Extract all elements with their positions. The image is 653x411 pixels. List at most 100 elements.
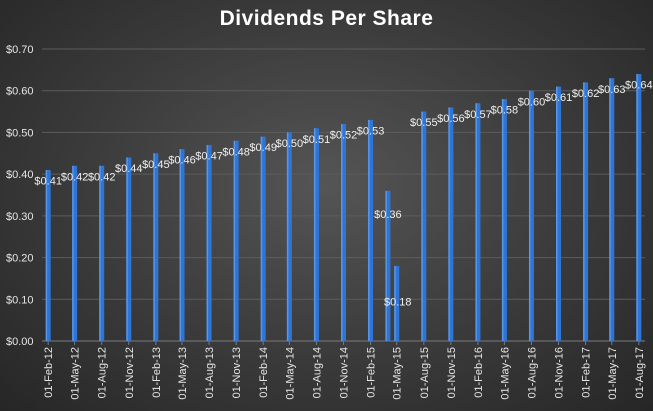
bar <box>179 149 185 341</box>
bar <box>501 99 507 341</box>
x-tick-label: 01-Feb-12 <box>43 347 55 398</box>
data-label: $0.52 <box>330 130 358 142</box>
bar <box>72 165 78 341</box>
x-tick-label: 01-May-17 <box>607 347 619 400</box>
data-label: $0.46 <box>168 155 196 167</box>
chart-title: Dividends Per Share <box>219 7 434 30</box>
data-label: $0.64 <box>625 80 653 92</box>
data-label: $0.62 <box>572 88 600 100</box>
x-tick-label: 01-Nov-12 <box>124 347 136 398</box>
bar-highlight <box>636 74 638 342</box>
bar-highlight <box>313 128 316 341</box>
x-tick-label: 01-Aug-13 <box>204 347 216 398</box>
x-tick-label: 01-Aug-17 <box>634 347 646 398</box>
bar-highlight <box>260 136 263 341</box>
bar-highlight <box>448 107 450 342</box>
data-label: $0.47 <box>195 151 223 163</box>
bar-highlight <box>206 144 209 341</box>
data-label: $0.55 <box>410 117 438 129</box>
x-tick-label: 01-Feb-16 <box>473 347 485 398</box>
bar-highlight <box>583 82 585 341</box>
x-tick-label: 01-May-12 <box>70 347 82 400</box>
bar <box>394 265 400 341</box>
data-label: $0.61 <box>545 92 573 104</box>
data-label: $0.51 <box>303 134 331 146</box>
bar <box>528 90 534 341</box>
x-tick-label: 01-May-16 <box>499 347 511 400</box>
x-tick-label: 01-Aug-14 <box>311 347 323 398</box>
bar <box>448 107 454 342</box>
x-tick-label: 01-May-15 <box>392 347 404 400</box>
x-tick-label: 01-Feb-13 <box>151 347 163 398</box>
y-tick-label: $0.00 <box>6 336 34 348</box>
bar-highlight <box>556 86 558 342</box>
x-tick-label: 01-Aug-15 <box>419 347 431 398</box>
x-axis-ticks: 01-Feb-12 01-May-12 01-Aug-12 01-Nov-12 01-F… <box>43 341 646 400</box>
bar-highlight <box>72 165 74 341</box>
bar-highlight <box>421 111 423 341</box>
bars <box>45 74 642 342</box>
bar <box>233 140 239 341</box>
bar <box>341 124 346 341</box>
data-label: $0.56 <box>437 113 465 125</box>
x-tick-label: 01-May-14 <box>284 347 296 400</box>
y-tick-label: $0.10 <box>6 294 34 306</box>
bar-highlight <box>341 124 343 341</box>
bar-highlight <box>368 119 370 342</box>
bar <box>99 165 105 341</box>
x-tick-label: 01-Nov-13 <box>231 347 243 398</box>
bar <box>313 128 319 341</box>
bar <box>556 86 562 342</box>
bar-highlight <box>233 140 236 341</box>
bar-highlight <box>501 99 504 341</box>
bar-highlight <box>286 132 289 341</box>
bar <box>636 74 642 342</box>
data-label: $0.63 <box>598 84 626 96</box>
bar <box>153 153 159 341</box>
bar <box>286 132 292 341</box>
x-tick-label: 01-Nov-16 <box>554 347 566 398</box>
x-tick-label: 01-May-13 <box>177 347 189 400</box>
y-tick-label: $0.30 <box>6 211 34 223</box>
x-tick-label: 01-Aug-12 <box>97 347 109 398</box>
y-tick-label: $0.40 <box>6 169 34 181</box>
data-label: $0.44 <box>115 163 143 175</box>
bar-highlight <box>528 90 531 341</box>
y-axis-ticks: $0.00 $0.10 $0.20 $0.30 $0.40 $0.50 $0.60 $0.70 <box>6 44 34 348</box>
bar-highlight <box>609 78 611 341</box>
data-label: $0.36 <box>374 209 402 221</box>
bar-highlight <box>475 103 477 341</box>
bar <box>126 157 132 341</box>
data-label: $0.42 <box>88 171 116 183</box>
data-labels: $0.41$0.42 $0.42$0.44 $0.45$0.46 $0.47 $0.48… <box>34 80 652 309</box>
bar <box>45 169 51 341</box>
x-tick-label: 01-Feb-15 <box>366 347 378 398</box>
x-tick-label: 01-Nov-14 <box>339 347 351 398</box>
bar-highlight <box>153 153 155 341</box>
y-tick-label: $0.50 <box>6 127 34 139</box>
y-tick-label: $0.20 <box>6 253 34 265</box>
bar <box>260 136 266 341</box>
data-label: $0.60 <box>518 96 546 108</box>
bar <box>583 82 589 341</box>
x-tick-label: 01-Feb-14 <box>258 347 270 398</box>
data-label: $0.58 <box>491 105 519 117</box>
data-label: $0.49 <box>249 142 277 154</box>
x-tick-label: 01-Nov-15 <box>446 347 458 398</box>
data-label: $0.42 <box>61 171 89 183</box>
data-label: $0.48 <box>222 146 250 158</box>
data-label: $0.41 <box>34 176 62 188</box>
bar <box>609 78 615 341</box>
x-tick-label: 01-Feb-17 <box>581 347 593 398</box>
data-label: $0.50 <box>276 138 304 150</box>
bar-highlight <box>99 165 101 341</box>
x-tick-label: 01-Aug-16 <box>526 347 538 398</box>
data-label: $0.53 <box>357 126 385 138</box>
bar <box>421 111 427 341</box>
bar <box>368 119 374 342</box>
bar-highlight <box>385 190 387 341</box>
bar-highlight <box>394 265 396 341</box>
bar <box>475 103 481 341</box>
